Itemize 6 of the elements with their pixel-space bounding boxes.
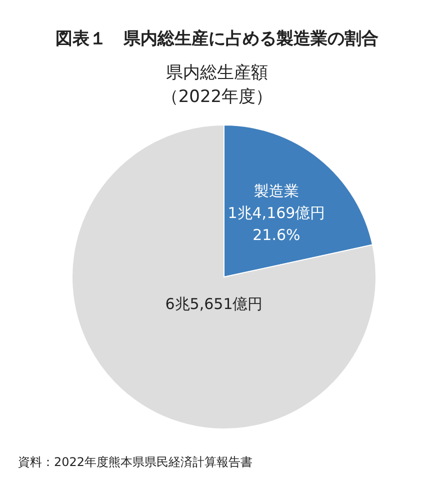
chart-subtitle: 県内総生産額（2022年度） xyxy=(160,62,274,109)
chart-title: 図表１ 県内総生産に占める製造業の割合 xyxy=(56,29,378,49)
text: 資料：2022年度熊本県県民経済計算報告書 xyxy=(18,455,253,469)
data-label: 1兆4,169億円 21.6% xyxy=(228,204,326,244)
slice-label: 製造業 xyxy=(254,182,299,200)
text: 6兆5,651億円 xyxy=(165,295,263,313)
